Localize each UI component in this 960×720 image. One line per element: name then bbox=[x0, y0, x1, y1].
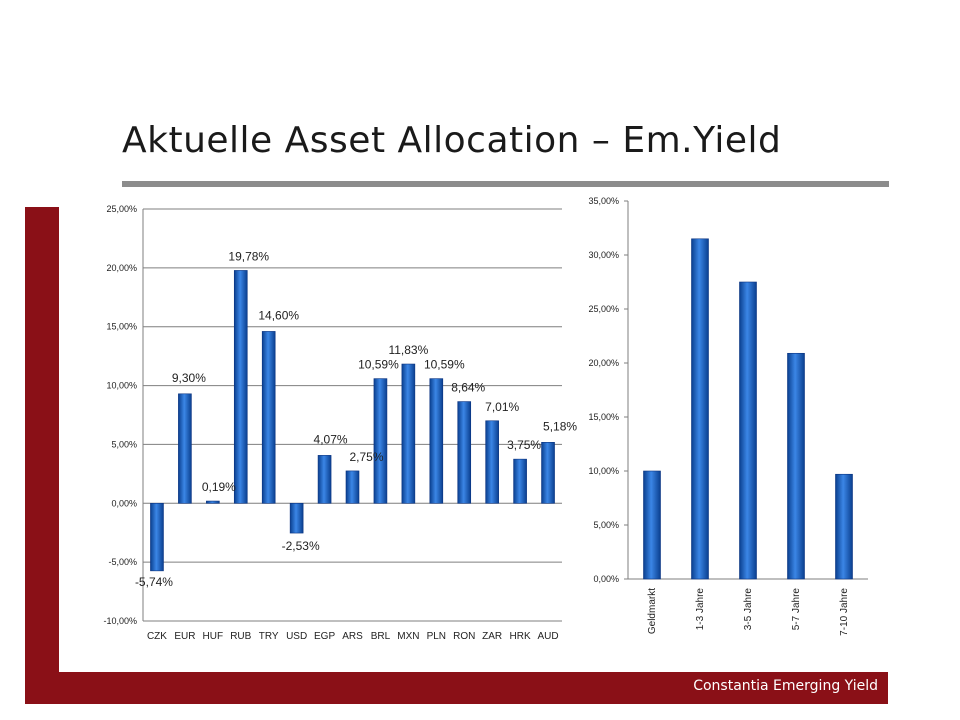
y-tick-label: 25,00% bbox=[106, 204, 137, 214]
bar bbox=[150, 502, 164, 572]
bar bbox=[787, 352, 805, 580]
x-tick-label: HUF bbox=[203, 631, 224, 642]
data-label: 0,19% bbox=[202, 480, 236, 494]
bar bbox=[541, 442, 555, 504]
bar bbox=[401, 363, 416, 504]
x-tick-label: RON bbox=[453, 631, 475, 642]
bar bbox=[261, 331, 276, 504]
data-label: 8,64% bbox=[451, 381, 485, 395]
bar bbox=[317, 455, 332, 504]
x-tick-label: BRL bbox=[371, 631, 391, 642]
currency-allocation-chart: -10,00% -5,00% 0,00% 5,00% 10,00% 15,00% 20,00… bbox=[103, 204, 577, 642]
bar bbox=[739, 281, 757, 580]
bar bbox=[835, 473, 853, 580]
x-tick-label: 7-10 Jahre bbox=[839, 588, 850, 636]
y-tick-label: -5,00% bbox=[108, 557, 137, 567]
bar bbox=[178, 393, 192, 504]
data-label: -2,53% bbox=[282, 539, 320, 553]
x-tick-label: 3-5 Jahre bbox=[743, 588, 754, 631]
y-tick-label: 5,00% bbox=[111, 439, 137, 449]
data-label: 10,59% bbox=[358, 358, 399, 372]
bar bbox=[289, 502, 304, 534]
data-label: 3,75% bbox=[507, 438, 541, 452]
data-label: 10,59% bbox=[424, 358, 465, 372]
x-tick-label: RUB bbox=[230, 631, 251, 642]
y-tick-label: -10,00% bbox=[103, 616, 137, 626]
x-tick-label: USD bbox=[286, 631, 307, 642]
bar bbox=[691, 238, 709, 580]
data-label: 4,07% bbox=[314, 432, 348, 446]
title-underline bbox=[122, 181, 889, 187]
bar bbox=[206, 500, 220, 504]
y-tick-label: 15,00% bbox=[106, 322, 137, 332]
y-tick-label: 30,00% bbox=[588, 250, 619, 260]
y-tick-label: 10,00% bbox=[588, 466, 619, 476]
data-label: 14,60% bbox=[258, 308, 299, 322]
x-tick-label: CZK bbox=[147, 631, 167, 642]
bar bbox=[233, 270, 248, 504]
y-tick-label: 15,00% bbox=[588, 412, 619, 422]
x-tick-label: 1-3 Jahre bbox=[695, 588, 706, 631]
bar bbox=[513, 458, 527, 504]
y-tick-label: 35,00% bbox=[588, 196, 619, 206]
bar bbox=[373, 378, 388, 504]
x-tick-label: PLN bbox=[427, 631, 446, 642]
x-tick-label: ZAR bbox=[482, 631, 502, 642]
x-tick-label: MXN bbox=[397, 631, 419, 642]
x-tick-label: EUR bbox=[174, 631, 195, 642]
x-tick-label: TRY bbox=[259, 631, 279, 642]
data-label: 9,30% bbox=[172, 371, 206, 385]
data-label: 7,01% bbox=[485, 400, 519, 414]
y-tick-label: 10,00% bbox=[106, 381, 137, 391]
y-tick-label: 5,00% bbox=[593, 520, 619, 530]
y-tick-label: 0,00% bbox=[593, 574, 619, 584]
bar bbox=[457, 401, 472, 504]
x-tick-label: EGP bbox=[314, 631, 335, 642]
data-label: 5,18% bbox=[543, 419, 577, 433]
slide-title: Aktuelle Asset Allocation – Em.Yield bbox=[122, 120, 782, 161]
y-tick-label: 25,00% bbox=[588, 304, 619, 314]
y-tick-label: 0,00% bbox=[111, 498, 137, 508]
x-tick-label: 5-7 Jahre bbox=[791, 588, 802, 631]
bar bbox=[485, 420, 499, 504]
x-tick-label: HRK bbox=[510, 631, 531, 642]
x-tick-label: AUD bbox=[537, 631, 558, 642]
y-tick-label: 20,00% bbox=[106, 263, 137, 273]
y-tick-label: 20,00% bbox=[588, 358, 619, 368]
data-label: 11,83% bbox=[388, 343, 428, 357]
maturity-allocation-chart: 0,00% 5,00% 10,00% 15,00% 20,00% 25,00% 30,00%… bbox=[588, 196, 868, 636]
bar bbox=[429, 378, 444, 504]
data-label: 2,75% bbox=[349, 450, 383, 464]
left-accent-bar bbox=[25, 207, 59, 704]
bar bbox=[643, 470, 661, 580]
footer-label: Constantia Emerging Yield bbox=[693, 678, 878, 694]
footer-bar: Constantia Emerging Yield bbox=[25, 672, 888, 704]
data-label: 19,78% bbox=[228, 249, 269, 263]
bar bbox=[345, 470, 360, 504]
x-tick-label: Geldmarkt bbox=[647, 588, 658, 634]
x-tick-label: ARS bbox=[342, 631, 363, 642]
data-label: -5,74% bbox=[135, 575, 173, 589]
